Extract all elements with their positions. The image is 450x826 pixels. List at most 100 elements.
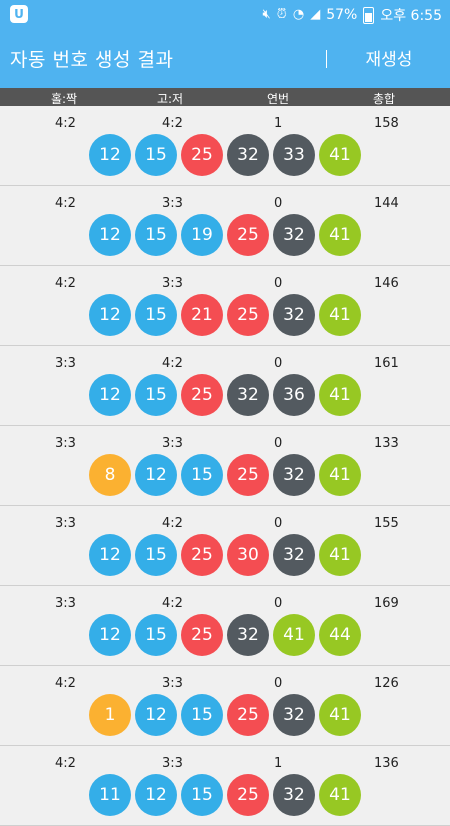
lotto-ball: 32 (273, 534, 315, 576)
result-row[interactable]: 3:3 4:2 0 155 12 15 25 30 32 41 (0, 506, 450, 586)
lotto-ball: 32 (227, 614, 269, 656)
lotto-ball: 15 (135, 134, 177, 176)
toolbar-divider (326, 50, 327, 68)
status-bar: U 🔇︎ ⏰︎ ◔ ◢ 57% 오후 6:55 (0, 0, 450, 28)
lotto-ball: 12 (135, 694, 177, 736)
lotto-ball: 33 (273, 134, 315, 176)
lotto-ball: 25 (227, 294, 269, 336)
consecutive-count: 0 (274, 516, 283, 531)
lotto-ball: 15 (181, 454, 223, 496)
lotto-ball: 12 (89, 614, 131, 656)
result-row[interactable]: 4:2 3:3 0 146 12 15 21 25 32 41 (0, 266, 450, 346)
lotto-ball: 8 (89, 454, 131, 496)
lotto-ball: 12 (89, 534, 131, 576)
result-row[interactable]: 3:3 4:2 0 161 12 15 25 32 36 41 (0, 346, 450, 426)
column-total: 총합 (372, 92, 396, 106)
lotto-ball: 32 (227, 374, 269, 416)
high-low-ratio: 3:3 (162, 196, 183, 211)
lotto-ball: 30 (227, 534, 269, 576)
high-low-ratio: 3:3 (162, 276, 183, 291)
wifi-icon: ◔ (292, 7, 305, 22)
odd-even-ratio: 4:2 (55, 276, 76, 291)
lotto-ball: 15 (135, 214, 177, 256)
consecutive-count: 1 (274, 756, 283, 771)
lotto-ball: 32 (273, 774, 315, 816)
number-sum: 133 (374, 436, 399, 451)
app-notification-icon: U (10, 5, 28, 23)
consecutive-count: 0 (274, 596, 283, 611)
signal-icon: ◢ (310, 7, 321, 22)
lotto-ball: 12 (89, 134, 131, 176)
lotto-ball: 41 (319, 374, 361, 416)
result-row[interactable]: 4:2 4:2 1 158 12 15 25 32 33 41 (0, 106, 450, 186)
consecutive-count: 0 (274, 276, 283, 291)
lotto-ball: 32 (273, 214, 315, 256)
odd-even-ratio: 4:2 (55, 756, 76, 771)
number-sum: 144 (374, 196, 399, 211)
lotto-ball: 41 (319, 694, 361, 736)
number-balls: 12 15 25 32 33 41 (89, 134, 361, 176)
regenerate-button[interactable]: 재생성 (365, 50, 413, 70)
odd-even-ratio: 4:2 (55, 676, 76, 691)
lotto-ball: 12 (89, 294, 131, 336)
number-sum: 161 (374, 356, 399, 371)
odd-even-ratio: 3:3 (55, 436, 76, 451)
lotto-ball: 25 (227, 454, 269, 496)
odd-even-ratio: 3:3 (55, 596, 76, 611)
number-sum: 155 (374, 516, 399, 531)
lotto-ball: 15 (181, 774, 223, 816)
number-balls: 12 15 25 30 32 41 (89, 534, 361, 576)
page-title: 자동 번호 생성 결과 (10, 49, 174, 71)
high-low-ratio: 3:3 (162, 676, 183, 691)
column-high-low: 고:저 (156, 92, 184, 106)
app-bar: 자동 번호 생성 결과 재생성 (0, 28, 450, 88)
lotto-ball: 25 (181, 534, 223, 576)
lotto-ball: 15 (135, 294, 177, 336)
battery-percent: 57% (326, 7, 358, 23)
lotto-ball: 19 (181, 214, 223, 256)
consecutive-count: 0 (274, 436, 283, 451)
lotto-ball: 15 (181, 694, 223, 736)
high-low-ratio: 3:3 (162, 436, 183, 451)
column-consecutive: 연번 (266, 92, 290, 106)
result-row[interactable]: 4:2 3:3 0 144 12 15 19 25 32 41 (0, 186, 450, 266)
lotto-ball: 25 (181, 614, 223, 656)
number-sum: 169 (374, 596, 399, 611)
number-balls: 12 15 25 32 41 44 (89, 614, 361, 656)
lotto-ball: 41 (319, 534, 361, 576)
odd-even-ratio: 3:3 (55, 356, 76, 371)
high-low-ratio: 4:2 (162, 116, 183, 131)
lotto-ball: 25 (227, 694, 269, 736)
clock: 오후 6:55 (380, 8, 442, 24)
number-balls: 1 12 15 25 32 41 (89, 694, 361, 736)
result-row[interactable]: 3:3 3:3 0 133 8 12 15 25 32 41 (0, 426, 450, 506)
number-sum: 136 (374, 756, 399, 771)
consecutive-count: 0 (274, 196, 283, 211)
lotto-ball: 32 (273, 294, 315, 336)
lotto-ball: 25 (227, 774, 269, 816)
lotto-ball: 12 (89, 374, 131, 416)
number-balls: 11 12 15 25 32 41 (89, 774, 361, 816)
odd-even-ratio: 3:3 (55, 516, 76, 531)
lotto-ball: 25 (181, 134, 223, 176)
column-header: 홀:짝 고:저 연번 총합 (0, 88, 450, 106)
number-sum: 158 (374, 116, 399, 131)
consecutive-count: 1 (274, 116, 283, 131)
number-sum: 146 (374, 276, 399, 291)
battery-icon (363, 6, 375, 24)
lotto-ball: 11 (89, 774, 131, 816)
lotto-ball: 41 (273, 614, 315, 656)
high-low-ratio: 4:2 (162, 596, 183, 611)
lotto-ball: 15 (135, 534, 177, 576)
number-balls: 12 15 19 25 32 41 (89, 214, 361, 256)
result-row[interactable]: 4:2 3:3 0 126 1 12 15 25 32 41 (0, 666, 450, 746)
result-list: 4:2 4:2 1 158 12 15 25 32 33 41 4:2 3:3 0 144 12 15 19 25… (0, 106, 450, 826)
status-icons: 🔇︎ ⏰︎ ◔ ◢ 57% 오후 6:55 (263, 5, 442, 25)
result-row[interactable]: 3:3 4:2 0 169 12 15 25 32 41 44 (0, 586, 450, 666)
odd-even-ratio: 4:2 (55, 116, 76, 131)
result-row[interactable]: 4:2 3:3 1 136 11 12 15 25 32 41 (0, 746, 450, 826)
consecutive-count: 0 (274, 356, 283, 371)
lotto-ball: 41 (319, 134, 361, 176)
high-low-ratio: 4:2 (162, 356, 183, 371)
alarm-icon: ⏰︎ (276, 7, 287, 22)
